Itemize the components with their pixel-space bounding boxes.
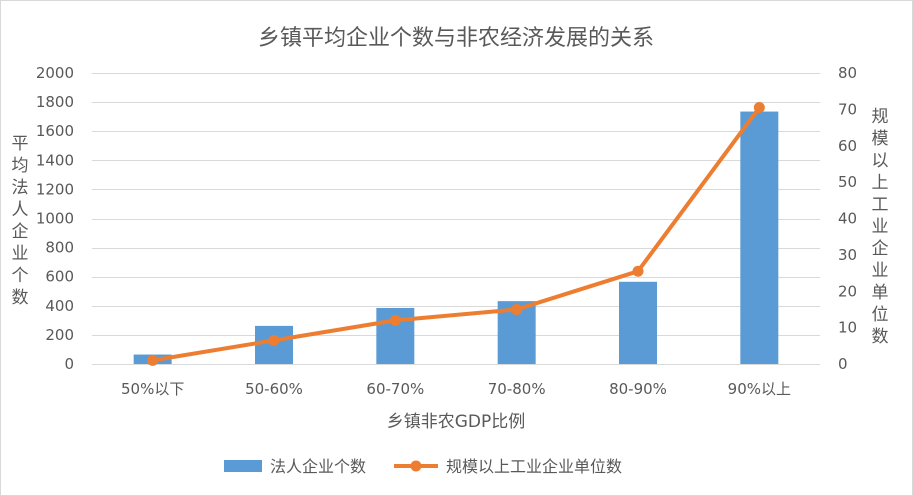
bar-series — [133, 111, 779, 365]
y-axis-label-char: 均 — [12, 156, 29, 176]
y-axis-label-char: 业 — [12, 244, 29, 264]
x-tick-label: 60-70% — [366, 380, 424, 398]
line-series — [147, 102, 765, 366]
y-axis-label-char: 数 — [12, 288, 29, 308]
line-point — [389, 314, 401, 326]
x-axis-label: 乡镇非农GDP比例 — [387, 412, 526, 432]
y-tick-label: 400 — [45, 297, 74, 315]
gridlines — [92, 73, 820, 365]
y2-tick-label: 30 — [838, 246, 857, 264]
legend: 法人企业个数 规模以上工业企业单位数 — [224, 457, 622, 476]
y-axis-label-char: 企 — [12, 222, 29, 242]
y-tick-label: 1800 — [36, 93, 74, 111]
y2-tick-label: 70 — [838, 100, 857, 118]
y-axis-label-char: 个 — [12, 266, 29, 286]
line-point — [511, 303, 523, 315]
y2-tick-label: 40 — [838, 210, 857, 228]
x-axis-ticks: 50%以下 50-60% 60-70% 70-80% 80-90% 90%以上 — [121, 380, 791, 398]
y2-axis-label-char: 位 — [872, 305, 889, 325]
y2-axis-label-char: 业 — [872, 261, 889, 281]
y-axis-label-char: 人 — [12, 200, 29, 220]
y-axis-label-char: 法 — [12, 178, 29, 198]
y-tick-label: 1200 — [36, 180, 74, 198]
y2-tick-label: 10 — [838, 319, 857, 337]
y2-axis-label-char: 模 — [872, 129, 889, 149]
y2-axis-label-char: 单 — [872, 283, 889, 303]
y2-tick-label: 80 — [838, 64, 857, 82]
x-tick-label: 50%以下 — [121, 380, 184, 398]
y2-tick-label: 0 — [838, 355, 848, 373]
line-point — [268, 334, 280, 346]
y2-tick-label: 60 — [838, 137, 857, 155]
y2-axis-label-char: 企 — [872, 239, 889, 259]
x-tick-label: 70-80% — [488, 380, 546, 398]
series-line — [150, 105, 762, 363]
y2-axis-label-char: 数 — [872, 327, 889, 347]
x-tick-label: 50-60% — [245, 380, 303, 398]
y-tick-label: 600 — [45, 268, 74, 286]
chart-title: 乡镇平均企业个数与非农经济发展的关系 — [258, 26, 654, 51]
y2-tick-label: 50 — [838, 173, 857, 191]
y-tick-label: 1400 — [36, 151, 74, 169]
left-axis-ticks: 0 200 400 600 800 1000 1200 1400 1600 1800 2000 — [36, 64, 74, 373]
y2-axis-label-char: 以 — [872, 151, 889, 171]
y2-axis-label-char: 上 — [872, 173, 889, 193]
y-tick-label: 0 — [64, 355, 74, 373]
y-tick-label: 2000 — [36, 64, 74, 82]
y-tick-label: 200 — [45, 326, 74, 344]
y2-tick-label: 20 — [838, 282, 857, 300]
y-tick-label: 1000 — [36, 210, 74, 228]
line-point — [147, 354, 159, 366]
y2-axis-label-char: 工 — [872, 195, 889, 215]
legend-label-line: 规模以上工业企业单位数 — [446, 457, 622, 476]
y-tick-label: 800 — [45, 239, 74, 257]
legend-line-marker — [410, 460, 422, 472]
legend-label-bars: 法人企业个数 — [270, 457, 366, 476]
bar — [619, 281, 657, 364]
bar — [740, 111, 779, 365]
right-axis-label: 规模以上工业企业单位数 — [872, 107, 889, 347]
right-axis-ticks: 0 10 20 30 40 50 60 70 80 — [838, 64, 857, 373]
x-tick-label: 80-90% — [609, 380, 667, 398]
legend-bar-swatch — [224, 460, 262, 472]
y-axis-label-char: 平 — [12, 134, 29, 154]
line-point — [753, 102, 765, 114]
y2-axis-label-char: 规 — [872, 107, 889, 127]
y-tick-label: 1600 — [36, 122, 74, 140]
x-tick-label: 90%以上 — [728, 380, 791, 398]
line-point — [632, 265, 644, 277]
y2-axis-label-char: 业 — [872, 217, 889, 237]
